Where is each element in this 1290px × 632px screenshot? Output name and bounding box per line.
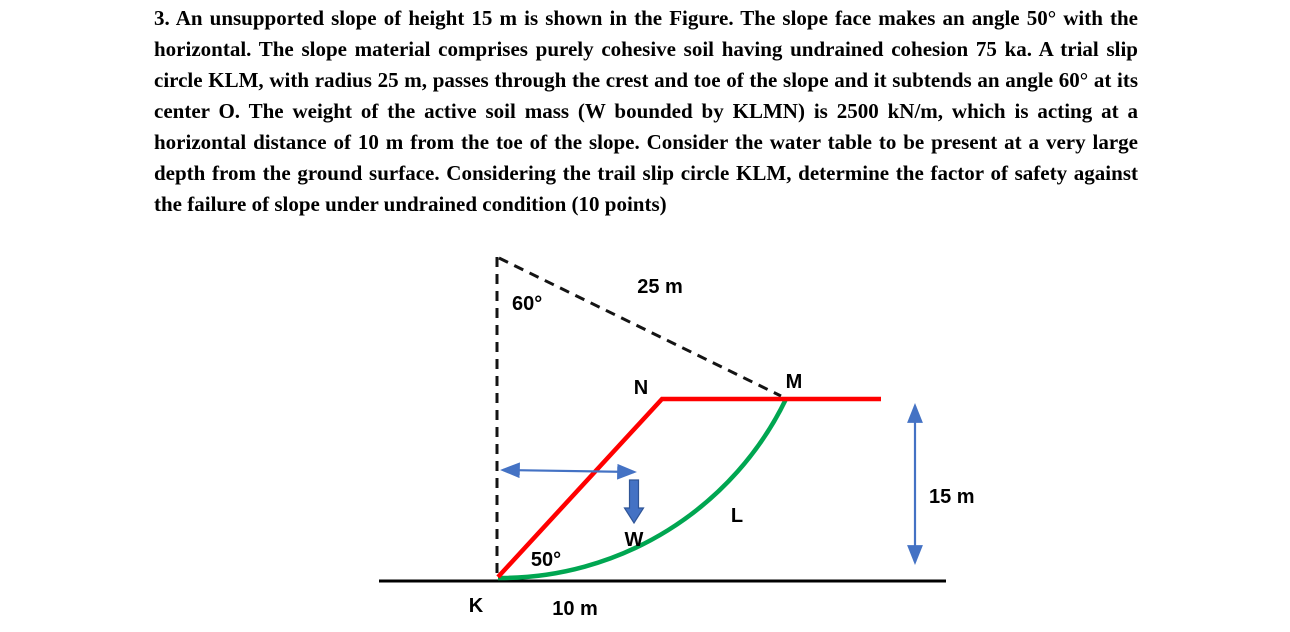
height-dimension-label: 15 m (929, 486, 975, 508)
point-k-label: K (469, 595, 484, 617)
problem-statement: 3. An unsupported slope of height 15 m i… (154, 6, 1138, 216)
radius-dashed-line (498, 256, 782, 398)
point-n-label: N (634, 377, 648, 399)
subtended-angle-label: 60° (512, 293, 542, 315)
weight-force-label: W (625, 529, 644, 551)
point-m-label: M (786, 371, 803, 393)
slope-face-and-crest-line (496, 396, 881, 579)
slip-circle-arc (497, 398, 789, 581)
slope-angle-label: 50° (531, 549, 561, 571)
horizontal-distance-arrow (500, 462, 637, 480)
point-l-label: L (731, 505, 743, 527)
toe-distance-label: 10 m (552, 598, 598, 620)
weight-down-arrow-icon (623, 479, 645, 525)
radius-dimension-label: 25 m (637, 276, 683, 298)
